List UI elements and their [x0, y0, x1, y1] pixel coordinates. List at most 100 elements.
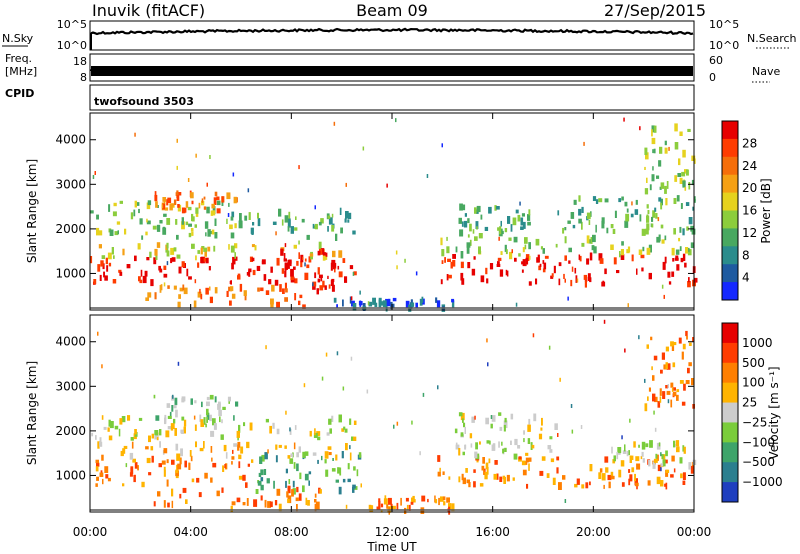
scatter-cell [421, 495, 426, 502]
scatter-cell [674, 123, 678, 132]
scatter-cell [426, 174, 429, 178]
scatter-cell [665, 450, 668, 457]
scatter-cell [498, 236, 500, 241]
scatter-cell [551, 273, 554, 278]
scatter-cell [563, 273, 565, 279]
scatter-cell [464, 213, 467, 217]
scatter-cell [257, 218, 261, 227]
scatter-cell [265, 345, 267, 350]
scatter-cell [290, 453, 294, 457]
scatter-cell [665, 482, 668, 490]
scatter-cell [154, 194, 158, 202]
scatter-cell [645, 228, 649, 235]
scatter-cell [229, 224, 233, 230]
scatter-cell [276, 257, 280, 266]
scatter-cell [172, 423, 175, 429]
scatter-cell [161, 204, 164, 209]
scatter-cell [568, 260, 571, 264]
scatter-cell [537, 254, 540, 263]
scatter-cell [564, 236, 567, 244]
scatter-cell [349, 445, 351, 450]
scatter-cell [610, 475, 615, 480]
scatter-cell [154, 191, 157, 198]
scatter-cell [518, 456, 522, 460]
scatter-cell [503, 476, 506, 484]
scatter-cell [522, 469, 527, 476]
scatter-cell [249, 422, 253, 431]
scatter-cell [138, 276, 141, 282]
scatter-cell [513, 236, 518, 243]
nave-tick-top: 60 [709, 54, 723, 67]
scatter-cell [644, 403, 648, 412]
scatter-cell [446, 246, 450, 254]
scatter-cell [444, 257, 446, 263]
scatter-cell [206, 206, 210, 214]
freq-trace [91, 66, 693, 76]
scatter-cell [573, 199, 577, 205]
scatter-cell [298, 446, 301, 453]
scatter-cell [307, 500, 310, 506]
velocity-colorbar: 1000 500 100 25 −25 −100 −500 −1000 [721, 322, 783, 503]
scatter-cell [490, 423, 493, 429]
scatter-cell [267, 449, 269, 454]
scatter-cell [333, 297, 337, 303]
scatter-cell [524, 237, 528, 244]
scatter-cell [322, 280, 325, 288]
scatter-cell [504, 447, 507, 452]
colorbar-swatch [722, 323, 738, 344]
scatter-cell [165, 430, 170, 438]
scatter-cell [272, 221, 277, 225]
scatter-cell [479, 441, 481, 445]
scatter-cell [127, 415, 131, 421]
scatter-cell [335, 454, 338, 461]
scatter-cell [99, 441, 103, 447]
scatter-cell [504, 228, 508, 233]
scatter-cell [631, 455, 634, 460]
scatter-cell [467, 218, 470, 224]
scatter-cell [226, 192, 231, 200]
scatter-cell [181, 221, 185, 230]
scatter-cell [667, 384, 669, 389]
scatter-cell [281, 268, 285, 274]
scatter-cell [616, 451, 619, 460]
scatter-cell [662, 391, 666, 399]
scatter-cell [629, 474, 633, 482]
colorbar-tick-label: 25 [742, 396, 757, 410]
scatter-cell [236, 430, 240, 438]
scatter-cell [129, 452, 134, 460]
scatter-cell [274, 500, 278, 506]
scatter-cell [624, 201, 628, 207]
scatter-cell [408, 504, 411, 511]
scatter-cell [242, 474, 246, 481]
scatter-cell [238, 220, 243, 229]
scatter-cell [611, 446, 613, 454]
scatter-cell [378, 500, 381, 509]
scatter-cell [571, 429, 574, 434]
y-tick-label: 2000 [55, 424, 86, 438]
scatter-cell [149, 251, 152, 258]
scatter-cell [99, 472, 104, 477]
scatter-cell [462, 204, 466, 211]
scatter-cell [167, 197, 172, 203]
scatter-cell [99, 437, 102, 443]
scatter-cell [258, 472, 262, 477]
scatter-cell [610, 471, 614, 479]
scatter-cell [153, 501, 156, 507]
scatter-cell [160, 284, 163, 291]
scatter-cell [558, 278, 561, 286]
scatter-cell [274, 279, 279, 286]
velocity-colorbar-label: Velocity [m s⁻¹] [767, 366, 781, 459]
scatter-cell [107, 427, 110, 432]
scatter-cell [173, 404, 177, 409]
scatter-cell [676, 264, 680, 271]
scatter-cell [230, 245, 235, 253]
scatter-cell [137, 465, 139, 471]
scatter-cell [481, 465, 485, 471]
scatter-cell [217, 403, 221, 410]
scatter-cell [209, 296, 213, 304]
scatter-cell [665, 459, 668, 464]
scatter-cell [114, 231, 119, 236]
time-axis: 00:00 04:00 08:00 12:00 16:00 20:00 00:00 [73, 525, 712, 539]
scatter-cell [103, 426, 107, 430]
scatter-cell [200, 256, 203, 264]
